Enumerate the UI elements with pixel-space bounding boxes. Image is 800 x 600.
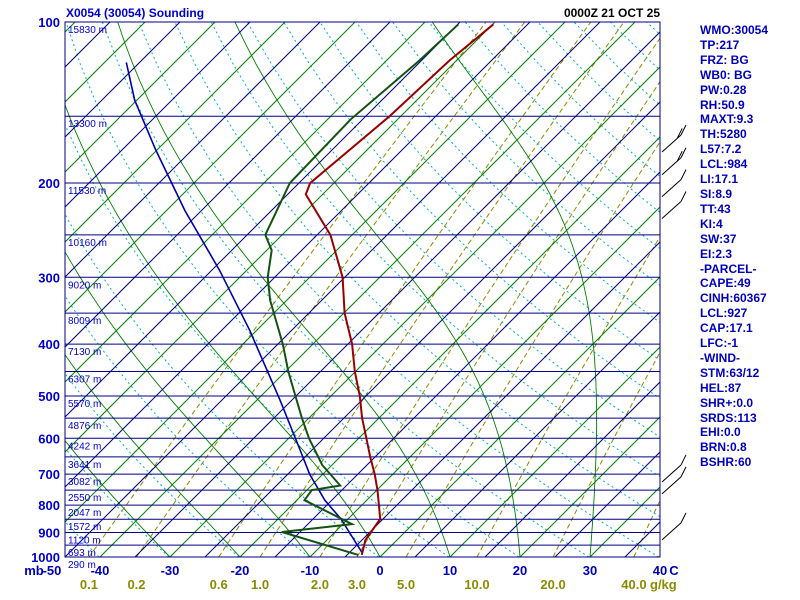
- stat-line: LFC:-1: [700, 336, 738, 351]
- stat-line: PW:0.28: [700, 82, 747, 97]
- stat-line: TP:217: [700, 37, 740, 52]
- background-lines: [65, 22, 660, 557]
- dewpoint-trace: [264, 23, 460, 556]
- axis-label: 900: [38, 526, 60, 541]
- axis-label: 600: [38, 431, 60, 446]
- stats-panel: WMO:30054 TP:217 FRZ: BG WB0: BG PW:0.28…: [700, 23, 768, 470]
- sounding-traces: [125, 23, 495, 556]
- stat-line: CAP:17.1: [700, 321, 753, 336]
- axis-label: 400: [38, 337, 60, 352]
- axis-label: 0.2: [127, 577, 145, 592]
- stat-line: FRZ: BG: [700, 52, 749, 67]
- axis-label: 10.0: [464, 577, 489, 592]
- axis-label: 300: [38, 270, 60, 285]
- axis-label: 3641 m: [68, 460, 101, 471]
- axis-label: 100: [38, 15, 60, 30]
- axis-label: 800: [38, 498, 60, 513]
- axis-label: 290 m: [68, 560, 96, 571]
- axis-label: 9020 m: [68, 280, 101, 291]
- axis-label: 1572 m: [68, 522, 101, 533]
- axis-label: 40: [653, 563, 667, 578]
- parcel-trace: [125, 62, 363, 554]
- stat-line: EHI:0.0: [700, 425, 741, 440]
- axis-label: 2.0: [311, 577, 329, 592]
- stat-line: TT:43: [700, 201, 731, 216]
- temperature-trace: [304, 23, 495, 556]
- axis-label: 0.1: [80, 577, 98, 592]
- axis-label: 11530 m: [68, 186, 106, 197]
- axis-label: -30: [161, 563, 180, 578]
- stat-line: SHR+:0.0: [700, 395, 754, 410]
- wind-barbs: [661, 124, 687, 541]
- stat-line: L57:7.2: [700, 142, 742, 157]
- axis-label: 20.0: [540, 577, 565, 592]
- axis-label: 1120 m: [68, 536, 101, 547]
- axis-label: 200: [38, 176, 60, 191]
- axis-label: 6307 m: [68, 374, 101, 385]
- axis-label: -10: [301, 563, 320, 578]
- stat-line: HEL:87: [700, 380, 742, 395]
- axis-label: 2550 m: [68, 493, 101, 504]
- axis-label: 693 m: [68, 548, 96, 559]
- stat-line: BRN:0.8: [700, 440, 747, 455]
- stat-line: CAPE:49: [700, 276, 751, 291]
- axis-label: 4242 m: [68, 441, 101, 452]
- stat-line: -WIND-: [700, 350, 740, 365]
- axis-label: g/kg: [650, 577, 677, 592]
- axis-label: 0.6: [210, 577, 228, 592]
- axis-label: 1.0: [251, 577, 269, 592]
- stat-line: WMO:30054: [700, 23, 769, 37]
- stat-line: EI:2.3: [700, 246, 733, 261]
- axis-label: -20: [231, 563, 250, 578]
- axis-label: 5.0: [397, 577, 415, 592]
- axis-label: 1000: [31, 550, 60, 565]
- axis-label: 20: [513, 563, 527, 578]
- axis-label: 700: [38, 467, 60, 482]
- stat-line: LCL:927: [700, 306, 748, 321]
- stat-line: TH:5280: [700, 127, 747, 142]
- stat-line: MAXT:9.3: [700, 112, 754, 127]
- axis-label: 7130 m: [68, 347, 101, 358]
- axis-label: -50: [43, 563, 62, 578]
- stat-line: -PARCEL-: [700, 261, 757, 276]
- stat-line: STM:63/12: [700, 365, 760, 380]
- axis-label: 8009 m: [68, 316, 101, 327]
- axis-label: 30: [583, 563, 597, 578]
- plot-border: [64, 21, 661, 558]
- axis-label: 4876 m: [68, 421, 101, 432]
- stat-line: RH:50.9: [700, 97, 745, 112]
- axis-label: 13300 m: [68, 119, 107, 130]
- stat-line: CINH:60367: [700, 291, 767, 306]
- stat-line: SI:8.9: [700, 186, 733, 201]
- chart-datetime: 0000Z 21 OCT 25: [563, 6, 660, 20]
- axis-label: 3.0: [348, 577, 366, 592]
- stat-line: BSHR:60: [700, 455, 752, 470]
- stat-line: SRDS:113: [700, 410, 757, 425]
- stat-line: WB0: BG: [700, 67, 752, 82]
- axis-label: C: [669, 563, 679, 578]
- page-title: X0054 (30054) Sounding: [66, 6, 205, 20]
- axis-label: 15830 m: [68, 25, 107, 36]
- axis-label: 10160 m: [68, 238, 107, 249]
- stat-line: SW:37: [700, 231, 737, 246]
- axis-label: 5570 m: [68, 399, 101, 410]
- axis-label: 0: [376, 563, 383, 578]
- axis-label: -40: [91, 563, 110, 578]
- stat-line: LCL:984: [700, 157, 748, 172]
- axis-label: 500: [38, 389, 60, 404]
- axis-label: 10: [443, 563, 457, 578]
- axis-label: 3082 m: [68, 477, 101, 488]
- stat-line: LI:17.1: [700, 172, 739, 187]
- axis-label: mb: [24, 563, 44, 578]
- stat-line: KI:4: [700, 216, 723, 231]
- axis-label: 40.0: [621, 577, 646, 592]
- axis-label: 2047 m: [68, 508, 101, 519]
